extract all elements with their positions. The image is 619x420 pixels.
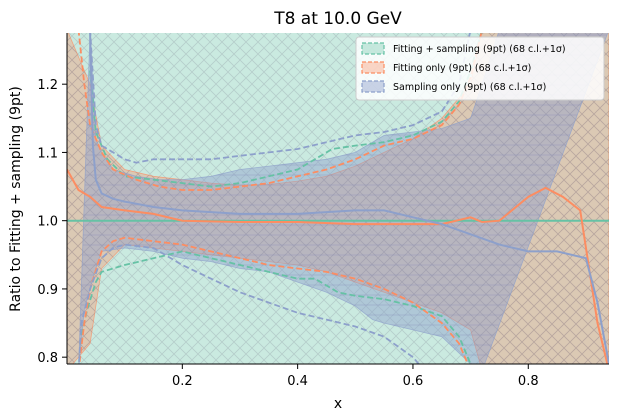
series-2-dashed-upper [77, 33, 483, 191]
legend-swatch-1 [361, 42, 385, 55]
y-tick-label: 1.1 [37, 146, 58, 161]
x-axis-label: x [334, 396, 342, 412]
series-1-dashed-upper [89, 33, 483, 188]
uncertainty-bands [67, 33, 609, 364]
series-3-central [89, 33, 609, 364]
series-2-dashed-lower [78, 236, 469, 364]
x-tick-label: 0.6 [403, 374, 424, 389]
legend-label-2: Fitting only (9pt) (68 c.l.+1σ) [393, 63, 531, 74]
x-tick-label: 0.8 [518, 374, 539, 389]
y-axis-label: Ratio to Fitting + sampling (9pt) [8, 86, 24, 312]
y-ticks: 0.8 0.9 1.0 1.1 1.2 [37, 78, 67, 366]
legend-label-3: Sampling only (9pt) (68 c.l.+1σ) [393, 82, 546, 93]
y-tick-label: 0.8 [37, 351, 58, 366]
legend-swatch-3 [361, 80, 385, 93]
y-tick-label: 1.2 [37, 78, 58, 93]
legend-frame [355, 36, 605, 101]
plot-area [67, 33, 609, 364]
legend-label-1: Fitting + sampling (9pt) (68 c.l.+1σ) [393, 44, 566, 55]
series-lines [67, 33, 609, 364]
band-hatch-3 [78, 33, 608, 364]
series-2-central [67, 169, 609, 364]
series-3-dashed-lower [78, 243, 420, 364]
y-tick-label: 1.0 [37, 215, 58, 230]
legend-swatch-2 [361, 61, 385, 74]
chart-title: T8 at 10.0 GeV [273, 9, 402, 29]
x-ticks: 0.2 0.4 0.6 0.8 [172, 364, 539, 389]
series-3-dashed-upper [89, 33, 471, 164]
series-1-dashed-lower [78, 250, 472, 364]
x-tick-label: 0.4 [287, 374, 308, 389]
x-tick-label: 0.2 [172, 374, 193, 389]
legend: Fitting + sampling (9pt) (68 c.l.+1σ) Fit… [355, 36, 605, 101]
y-tick-label: 0.9 [37, 283, 58, 298]
